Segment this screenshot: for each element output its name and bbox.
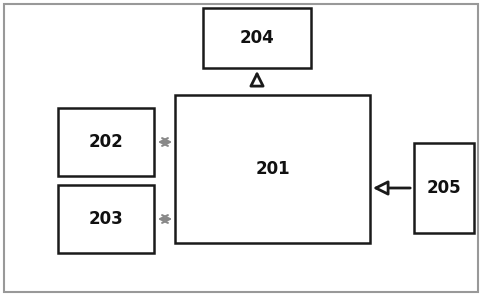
Bar [58, 108, 154, 176]
Text: 201: 201 [255, 160, 290, 178]
Text: 202: 202 [89, 133, 123, 151]
Bar [175, 95, 370, 243]
Bar [414, 143, 474, 233]
Text: 204: 204 [240, 29, 274, 47]
Bar [203, 8, 311, 68]
Text: 205: 205 [427, 179, 461, 197]
Text: 203: 203 [89, 210, 123, 228]
Bar [58, 185, 154, 253]
